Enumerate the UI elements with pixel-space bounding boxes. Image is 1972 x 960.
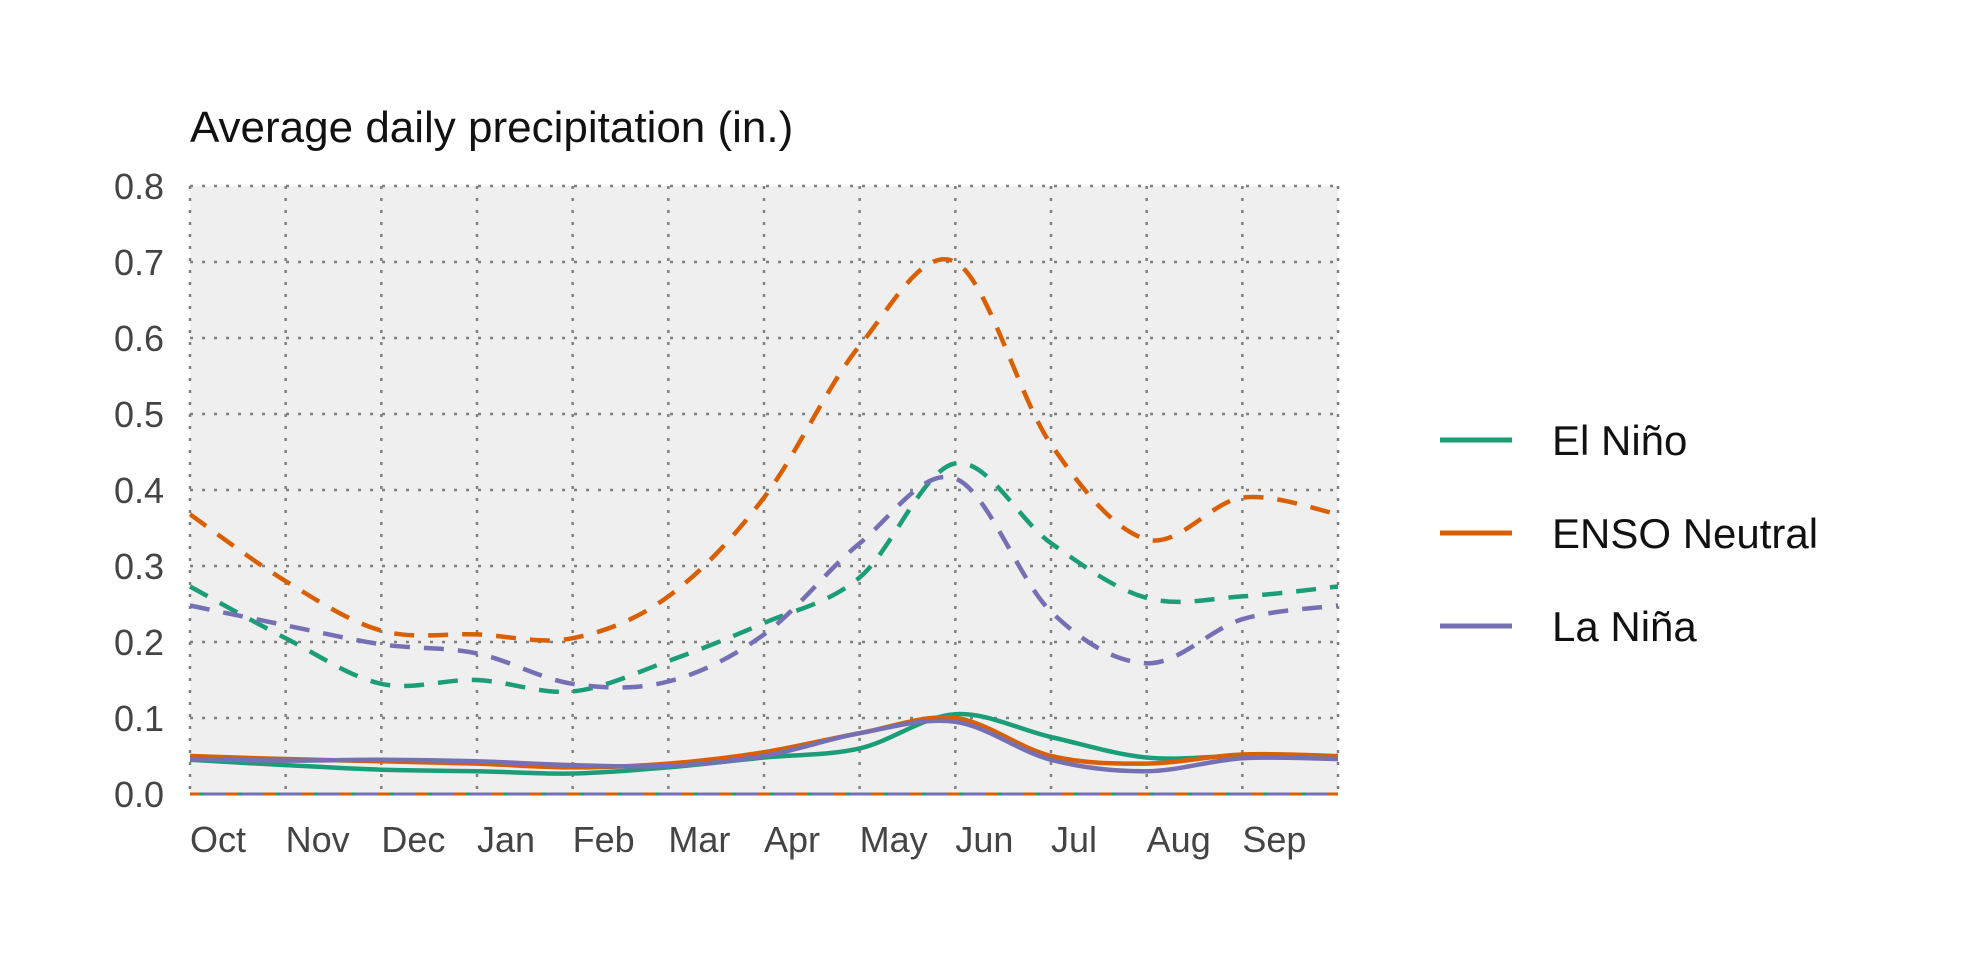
x-tick-label: Jun — [955, 819, 1013, 860]
y-tick-label: 0.5 — [114, 394, 164, 435]
x-tick-label: Nov — [286, 819, 350, 860]
series-enso-neutral-dashed — [188, 257, 1339, 643]
y-tick-label: 0.8 — [114, 166, 164, 207]
series-layer — [188, 257, 1339, 796]
y-tick-label: 0.2 — [114, 622, 164, 663]
legend-label: El Niño — [1552, 417, 1687, 464]
series-el-ni-o-dashed — [188, 461, 1339, 695]
legend-item-la-ni-a: La Niña — [1440, 603, 1697, 650]
x-tick-label: Oct — [190, 819, 246, 860]
x-tick-label: Mar — [668, 819, 730, 860]
y-tick-label: 0.0 — [114, 774, 164, 815]
x-tick-label: Jan — [477, 819, 535, 860]
x-tick-label: Feb — [573, 819, 635, 860]
legend-item-enso-neutral: ENSO Neutral — [1440, 510, 1818, 557]
legend-item-el-ni-o: El Niño — [1440, 417, 1687, 464]
y-tick-label: 0.3 — [114, 546, 164, 587]
legend: El Niño ENSO Neutral La Niña — [1440, 417, 1818, 650]
y-axis: 0.0 0.1 0.2 0.3 0.4 0.5 0.6 0.7 0.8 — [114, 166, 164, 815]
x-tick-label: Aug — [1147, 819, 1211, 860]
grid-lines — [188, 184, 1340, 796]
legend-label: La Niña — [1552, 603, 1697, 650]
y-tick-label: 0.6 — [114, 318, 164, 359]
x-tick-label: Dec — [381, 819, 445, 860]
y-tick-label: 0.1 — [114, 698, 164, 739]
y-tick-label: 0.7 — [114, 242, 164, 283]
y-tick-label: 0.4 — [114, 470, 164, 511]
x-axis: Oct Nov Dec Jan Feb Mar Apr May Jun Jul Aug Sep — [190, 819, 1306, 860]
x-tick-label: Sep — [1242, 819, 1306, 860]
series-la-ni-a-solid — [189, 718, 1339, 774]
x-tick-label: Jul — [1051, 819, 1097, 860]
legend-label: ENSO Neutral — [1552, 510, 1818, 557]
x-tick-label: Apr — [764, 819, 820, 860]
series-la-ni-a-dashed — [189, 474, 1339, 690]
chart-title: Average daily precipitation (in.) — [190, 103, 793, 152]
x-tick-label: May — [860, 819, 928, 860]
